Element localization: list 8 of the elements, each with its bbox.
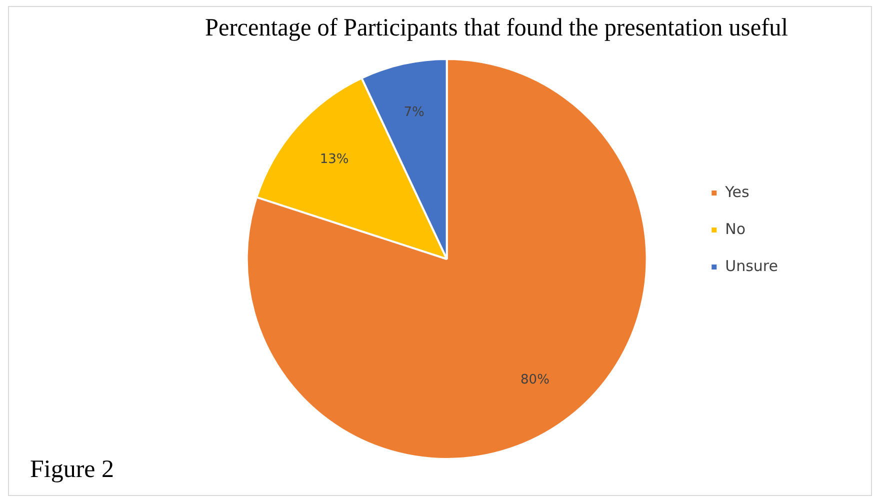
caption: Figure 2: [30, 456, 114, 484]
legend-label: Unsure: [725, 256, 778, 275]
legend-label: Yes: [724, 182, 750, 201]
legend-label: No: [725, 220, 746, 238]
data-label: 80%: [520, 372, 550, 388]
data-label: 7%: [404, 104, 424, 120]
data-label: 13%: [320, 152, 349, 168]
chart-title: Percentage of Participants that found the presentation useful: [205, 14, 788, 42]
